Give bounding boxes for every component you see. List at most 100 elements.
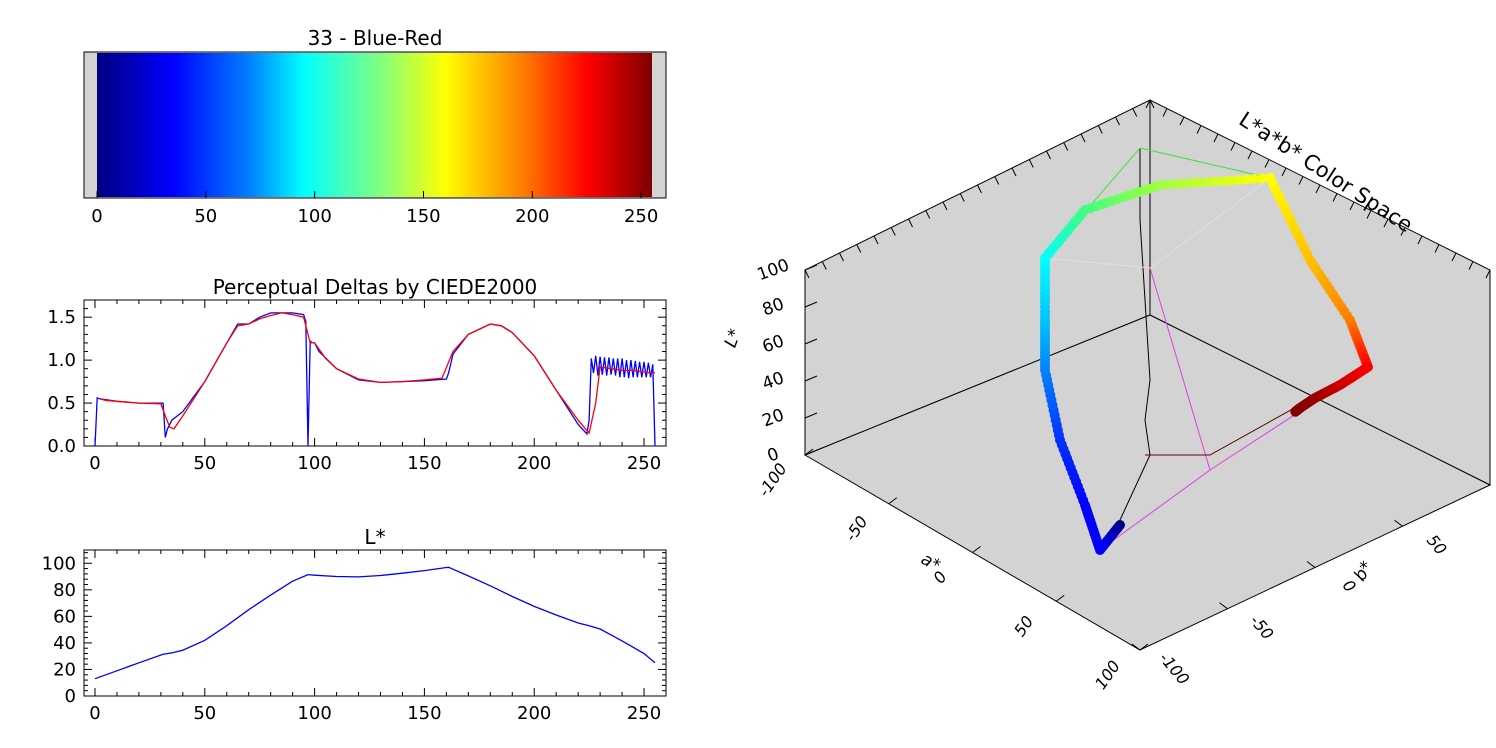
floor-projection: [1099, 148, 1151, 551]
wall-tick: [1179, 116, 1185, 126]
x-tick-label: 0: [89, 453, 100, 474]
wall-tick: [1145, 99, 1151, 109]
series-line: [94, 566, 656, 680]
lab-point: [1233, 175, 1244, 185]
l-tick: [804, 264, 818, 271]
lab-point: [1249, 174, 1260, 184]
lab-point: [1178, 178, 1189, 189]
y-tick-label: 80: [53, 580, 76, 601]
l-tick-label: 60: [760, 331, 787, 357]
b-tick: [1131, 643, 1141, 651]
a-tick-label: 100: [1091, 657, 1124, 693]
wall-tick: [804, 269, 810, 279]
deltas-frame: [83, 299, 667, 447]
wall-tick: [1080, 133, 1086, 143]
wall-tick: [1213, 133, 1219, 143]
lab-point: [1170, 179, 1181, 189]
wall-tick: [1115, 116, 1120, 126]
wall-tick: [890, 227, 896, 236]
x-tick-label: 200: [517, 453, 551, 474]
wall-tick: [1132, 108, 1138, 117]
wall-tick: [1063, 142, 1069, 151]
wall-tick: [1434, 244, 1440, 253]
colorbar-x-axis: 0 50 100 150 200 250: [91, 191, 658, 227]
x-tick-label: 50: [193, 703, 216, 724]
l-tick-label: 80: [760, 294, 787, 320]
l-tick: [804, 301, 818, 308]
lab-l-axis-label: L*: [721, 326, 746, 350]
lightness-axes: 0 50 100 150 200 250 0 20 40 60 80 100: [42, 550, 666, 724]
lab-grid-ticks: [804, 99, 1491, 651]
l-tick: [804, 449, 818, 456]
wall-tick: [1162, 108, 1168, 117]
wall-tick: [856, 244, 862, 253]
wall-tick: [1451, 252, 1457, 262]
colorbar-gradient: [97, 53, 652, 197]
lab-point: [1194, 177, 1205, 188]
x-tick-label: 50: [193, 453, 216, 474]
wall-tick: [1332, 193, 1338, 202]
x-tick-label: 100: [297, 703, 331, 724]
x-tick-label: 250: [627, 703, 661, 724]
lab-point: [1217, 176, 1228, 186]
a-tick: [888, 497, 898, 505]
b-tick-label: 50: [1423, 531, 1451, 559]
wall-tick: [1264, 159, 1270, 168]
a-tick: [1139, 643, 1149, 651]
l-tick: [804, 375, 818, 382]
wall-tick: [977, 184, 982, 194]
colorbar-title: 33 - Blue-Red: [308, 26, 443, 50]
y-tick-label: 0.5: [47, 393, 76, 414]
deltas-panel: Perceptual Deltas by CIEDE2000 0 50 100 150…: [47, 275, 667, 474]
wall-tick: [1366, 210, 1372, 219]
lab-point: [1202, 177, 1213, 187]
a-tick-label: 50: [1010, 612, 1037, 640]
lab-point: [1210, 176, 1220, 187]
y-tick-label: 100: [42, 553, 76, 574]
wall-tick: [873, 235, 879, 245]
wall-tick: [821, 261, 827, 270]
y-tick-label: 1.0: [47, 350, 76, 371]
y-tick-label: 0: [65, 686, 76, 707]
x-tick-label: 200: [517, 703, 551, 724]
wall-tick: [1400, 227, 1406, 236]
y-tick-label: 1.5: [47, 307, 76, 328]
lightness-series: [94, 566, 656, 680]
wall-tick: [1011, 167, 1017, 177]
x-tick-label: 100: [297, 453, 331, 474]
l-tick: [804, 412, 818, 419]
wall-tick: [1230, 142, 1236, 151]
x-tick-label: 0: [89, 703, 100, 724]
wall-tick: [1485, 269, 1491, 279]
lab-point: [1225, 175, 1236, 186]
wall-tick: [1298, 176, 1304, 185]
b-tick-label: -50: [1246, 611, 1277, 643]
l-tick-label: 20: [760, 405, 787, 431]
deltas-series: [94, 312, 656, 447]
a-tick: [1055, 594, 1065, 602]
x-tick-label: 200: [515, 206, 549, 227]
wall-tick: [959, 193, 965, 202]
lab-point: [1162, 179, 1173, 190]
deltas-axes: 0 50 100 150 200 250 0.0 0.5 1.0 1.5: [47, 299, 666, 474]
b-tick: [1306, 561, 1316, 568]
x-tick-label: 150: [407, 453, 441, 474]
x-tick-label: 250: [627, 453, 661, 474]
b-tick: [1394, 519, 1403, 527]
y-tick-label: 60: [53, 606, 76, 627]
wall-tick: [1383, 218, 1389, 228]
b-tick: [1219, 602, 1228, 610]
lab-color-trajectory: [1040, 173, 1373, 555]
wall-tick: [1468, 261, 1474, 270]
series-line: [99, 312, 656, 435]
wall-tick: [1417, 235, 1423, 245]
y-tick-label: 0.0: [47, 436, 76, 457]
series-line: [94, 312, 656, 447]
x-tick-label: 50: [194, 206, 217, 227]
lightness-title: L*: [364, 525, 385, 549]
lab-point: [1290, 406, 1301, 417]
a-tick: [804, 448, 814, 456]
wall-tick: [1196, 125, 1202, 134]
